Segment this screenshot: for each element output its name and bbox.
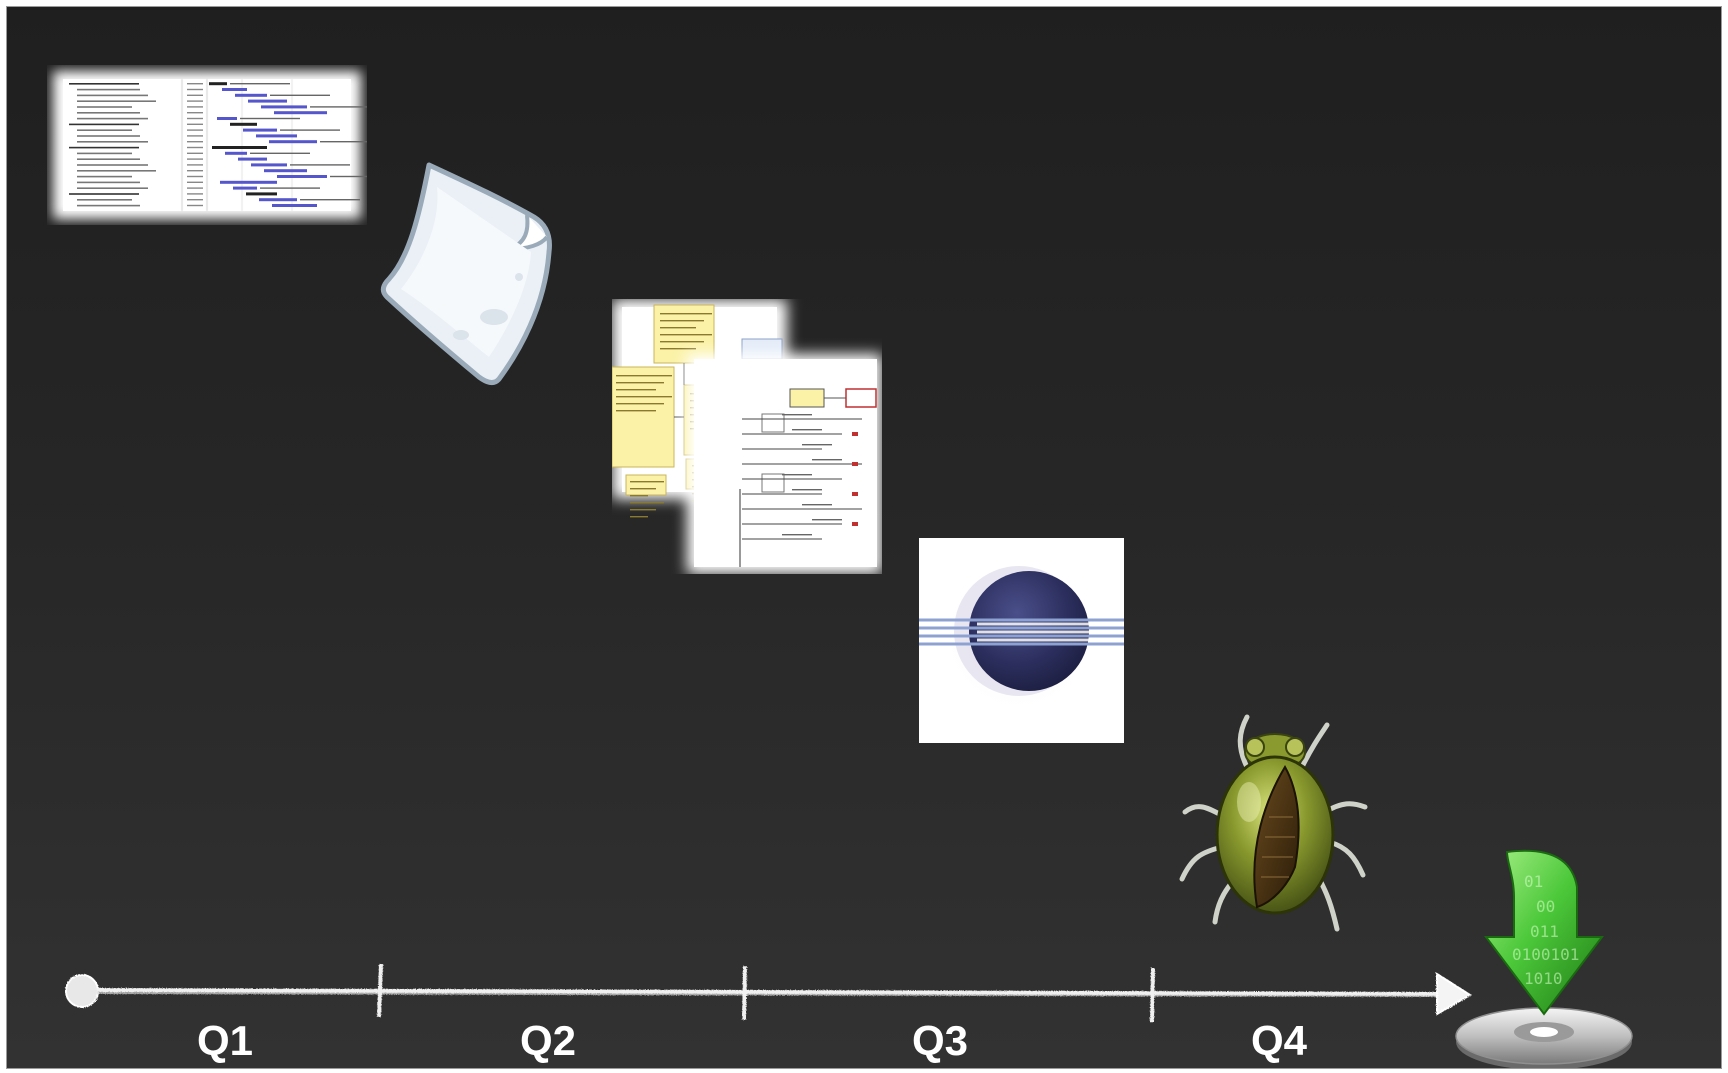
timeline: Q1 Q2 Q3 Q4 bbox=[65, 963, 1472, 1064]
timeline-arrowhead bbox=[1436, 972, 1472, 1016]
svg-text:00: 00 bbox=[1536, 897, 1555, 916]
blank-paper-icon bbox=[380, 162, 552, 386]
quarter-label-q1: Q1 bbox=[197, 1017, 253, 1064]
svg-text:1010: 1010 bbox=[1524, 969, 1563, 988]
uml-diagrams-icon bbox=[612, 299, 882, 574]
gantt-chart-icon bbox=[53, 71, 367, 219]
timeline-start-dot bbox=[65, 974, 99, 1008]
quarter-label-q4: Q4 bbox=[1251, 1017, 1308, 1064]
bug-icon bbox=[1179, 714, 1368, 932]
download-disc-icon: 01 00 011 0100101 1010 bbox=[1455, 849, 1633, 1068]
timeline-axis-line bbox=[96, 988, 1438, 996]
svg-text:0100101: 0100101 bbox=[1512, 945, 1579, 964]
tick-q1-q2 bbox=[377, 963, 383, 1018]
quarter-label-q3: Q3 bbox=[912, 1017, 968, 1064]
tick-q2-q3 bbox=[742, 965, 747, 1021]
timeline-axis-line-2 bbox=[96, 992, 1438, 997]
svg-text:01: 01 bbox=[1524, 872, 1543, 891]
svg-text:011: 011 bbox=[1530, 922, 1559, 941]
eclipse-ide-icon bbox=[919, 538, 1124, 743]
slide: 01 00 011 0100101 1010 Q1 Q2 Q3 Q4 bbox=[6, 6, 1722, 1069]
tick-q3-q4 bbox=[1150, 967, 1155, 1023]
quarter-label-q2: Q2 bbox=[520, 1017, 576, 1064]
